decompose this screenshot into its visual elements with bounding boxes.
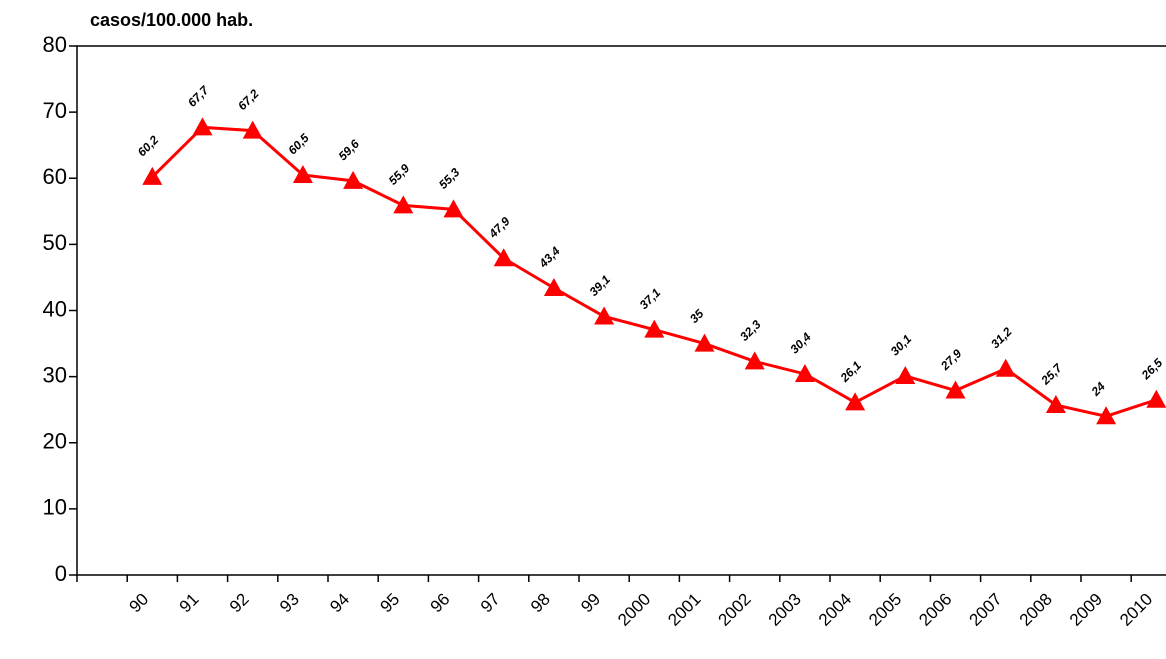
x-tick-label: 2003 (765, 590, 805, 630)
data-label: 43,4 (536, 244, 563, 271)
data-label: 30,1 (888, 332, 915, 359)
data-label: 67,2 (235, 86, 262, 113)
x-tick-label: 95 (376, 590, 403, 617)
marker (393, 195, 414, 214)
data-label: 32,3 (737, 317, 764, 344)
data-label: 47,9 (485, 214, 512, 241)
marker (343, 170, 364, 189)
x-tick-label: 91 (176, 590, 203, 617)
x-tick-label: 98 (527, 590, 554, 617)
x-tick-label: 2001 (664, 590, 704, 630)
x-tick-label: 97 (477, 590, 504, 617)
marker (644, 319, 665, 338)
marker (945, 380, 966, 399)
x-tick-label: 94 (326, 590, 353, 617)
y-tick-label: 0 (55, 561, 67, 586)
marker (242, 120, 263, 139)
x-tick-label: 2007 (966, 590, 1006, 630)
data-label: 59,6 (336, 137, 363, 164)
data-label: 30,4 (787, 330, 814, 357)
marker (895, 365, 916, 384)
marker (694, 333, 715, 352)
y-tick-label: 30 (43, 362, 67, 387)
data-label: 39,1 (587, 272, 614, 299)
marker (995, 358, 1016, 377)
y-tick-label: 80 (43, 32, 67, 57)
data-label: 60,5 (285, 131, 312, 158)
plot-frame (76, 45, 1166, 576)
data-label: 27,9 (937, 346, 964, 373)
y-tick-label: 50 (43, 230, 67, 255)
data-label: 24 (1088, 379, 1108, 399)
y-tick-label: 10 (43, 495, 67, 520)
x-tick-label: 2000 (614, 590, 654, 630)
marker (1146, 389, 1166, 408)
data-label: 25,7 (1038, 360, 1066, 388)
x-tick-label: 93 (276, 590, 303, 617)
marker (192, 117, 213, 136)
marker (543, 278, 564, 297)
x-tick-label: 2006 (915, 590, 955, 630)
data-label: 55,9 (386, 161, 413, 188)
x-tick-label: 2008 (1016, 590, 1056, 630)
marker (142, 166, 163, 185)
y-tick-label: 20 (43, 429, 67, 454)
data-label: 37,1 (637, 285, 664, 312)
x-tick-label: 2010 (1116, 590, 1156, 630)
data-label: 67,7 (185, 82, 212, 109)
marker (594, 306, 615, 325)
data-label: 55,3 (436, 165, 463, 192)
y-tick-label: 70 (43, 98, 67, 123)
x-tick-label: 90 (125, 590, 152, 617)
data-label: 60,2 (135, 133, 162, 160)
x-tick-label: 92 (226, 590, 253, 617)
data-label: 31,2 (988, 324, 1015, 351)
marker (443, 199, 464, 218)
y-tick-label: 60 (43, 164, 67, 189)
x-tick-label: 2005 (865, 590, 905, 630)
x-tick-label: 2009 (1066, 590, 1106, 630)
marker (1045, 395, 1066, 414)
x-tick-label: 96 (427, 590, 454, 617)
y-axis-label: casos/100.000 hab. (90, 10, 253, 30)
data-label: 26,1 (837, 358, 864, 385)
x-tick-label: 2004 (815, 590, 855, 630)
marker (493, 248, 514, 267)
x-tick-label: 2002 (715, 590, 755, 630)
marker (845, 392, 866, 411)
marker (794, 363, 815, 382)
y-tick-label: 40 (43, 296, 67, 321)
data-label: 26,5 (1138, 355, 1165, 382)
marker (292, 164, 313, 183)
data-label: 35 (687, 306, 707, 326)
marker (744, 351, 765, 370)
x-tick-label: 99 (577, 590, 604, 617)
marker (1096, 406, 1117, 425)
